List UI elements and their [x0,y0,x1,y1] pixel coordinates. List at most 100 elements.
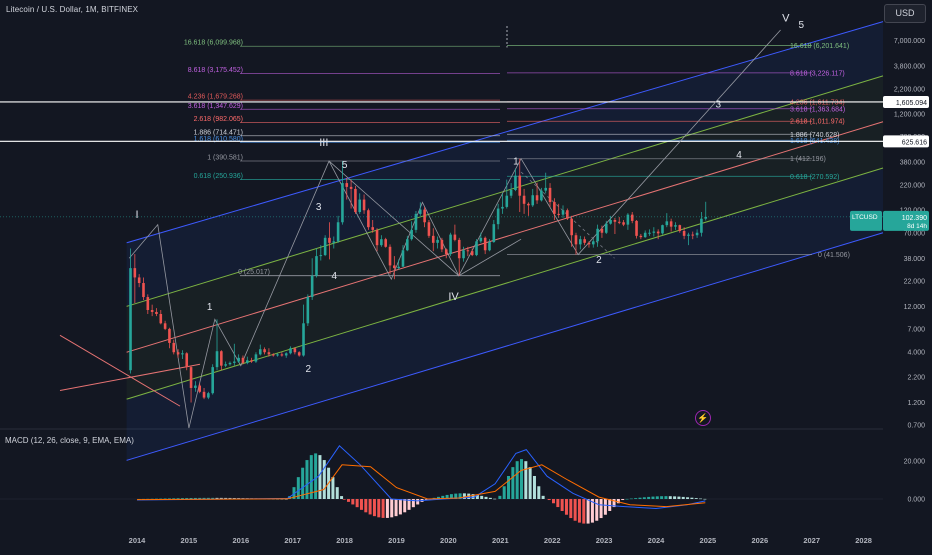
wave-label: 5 [799,20,805,31]
candle-body [635,220,638,236]
candle-body [384,239,387,247]
macd-histogram-bar [547,499,551,501]
macd-histogram-bar [172,498,176,499]
macd-histogram-bar [163,498,167,500]
currency-button[interactable]: USD [884,4,926,23]
x-tick-label: 2021 [492,536,509,545]
macd-histogram-bar [219,497,223,499]
macd-indicator-label[interactable]: MACD (12, 26, close, 9, EMA, EMA) [5,436,134,445]
candle-body [579,239,582,245]
channel-mid-upper-line [126,75,884,307]
x-tick-label: 2019 [388,536,405,545]
macd-histogram-bar [488,497,492,499]
candle-body [453,234,457,240]
candle-body [557,213,560,215]
candle-body [682,230,686,236]
macd-histogram-bar [560,499,564,511]
macd-histogram-bar [340,496,344,499]
candle-body [397,266,400,269]
candle-body [185,353,189,368]
y-tick-label: 12.000 [904,304,926,311]
candle-body [224,364,227,366]
macd-histogram-bar [385,499,389,518]
macd-histogram-bar [515,461,519,499]
x-tick-label: 2020 [440,536,457,545]
candle-body [150,310,154,312]
candle-body [492,224,496,243]
candle-body [518,175,522,196]
candle-body [652,231,656,233]
macd-histogram-bar [599,499,603,519]
candle-body [163,323,167,329]
macd-histogram-bar [634,498,638,499]
candle-body [553,202,556,214]
wave-label: 4 [331,271,337,282]
candle-body [371,227,375,230]
candle-body [540,190,543,201]
macd-histogram-bar [202,497,206,499]
candle-body [336,222,340,242]
candle-body [198,385,202,392]
candle-body [254,354,258,362]
x-tick-label: 2015 [181,536,198,545]
macd-histogram-bar [524,461,528,499]
candle-body [354,188,357,213]
y-tick-label: 1.200 [907,400,925,407]
candle-body [245,360,249,363]
hline-price-box [883,95,929,108]
candle-body [228,362,232,365]
channel-median-line [126,121,884,353]
candle-body [509,189,513,196]
candle-body [514,175,517,190]
macd-histogram-bar [655,496,659,499]
candle-body [574,235,578,245]
macd-histogram-bar [159,498,163,500]
candle-body [133,268,137,278]
candle-body [284,353,288,356]
macd-histogram-bar [673,496,677,499]
candle-body [323,237,327,256]
last-price-box [883,210,929,231]
wave-label: IV [448,291,459,303]
x-tick-label: 2028 [855,536,872,545]
candle-body [531,195,535,206]
macd-histogram-bar [296,477,300,499]
wave-label: 1 [513,156,519,167]
wave-label: 3 [316,202,322,213]
candle-body [639,235,643,238]
hline-price-label: 1,605.094 [896,100,927,107]
candle-body [566,210,569,219]
y-tick-label: 7.000 [907,326,925,333]
macd-histogram-bar [703,498,707,500]
macd-histogram-bar [301,467,305,499]
channel-fill-upper [126,21,884,307]
y-tick-label: 2,200.000 [894,86,925,93]
candle-body [609,220,612,224]
macd-histogram-bar [394,499,398,517]
macd-line [136,445,706,510]
y-tick-label: 1,200.000 [894,112,925,119]
candle-body [604,223,608,233]
candle-body [137,277,141,284]
x-tick-label: 2017 [284,536,301,545]
lightning-icon[interactable]: ⚡ [695,410,711,426]
candle-body [267,352,271,355]
fib-label-left: 2.618 (982.065) [194,116,243,123]
x-tick-label: 2024 [648,536,666,545]
fib-label-left: 0.618 (250.936) [194,173,243,180]
candle-body [207,393,210,398]
candle-body [302,323,305,356]
candle-body [626,214,630,225]
macd-histogram-bar [436,496,440,499]
candle-body [341,183,344,223]
candle-body [656,231,660,234]
fib-label-left: 4.236 (1,679.268) [188,94,243,101]
macd-histogram-bar [556,499,560,508]
macd-histogram-bar [154,498,158,500]
candle-body [678,225,682,231]
candle-body [462,250,465,259]
y-tick-label: 7,000.000 [894,38,925,45]
macd-histogram-bar [577,499,581,523]
fib-label-left: 16.618 (6,099.968) [184,40,243,47]
